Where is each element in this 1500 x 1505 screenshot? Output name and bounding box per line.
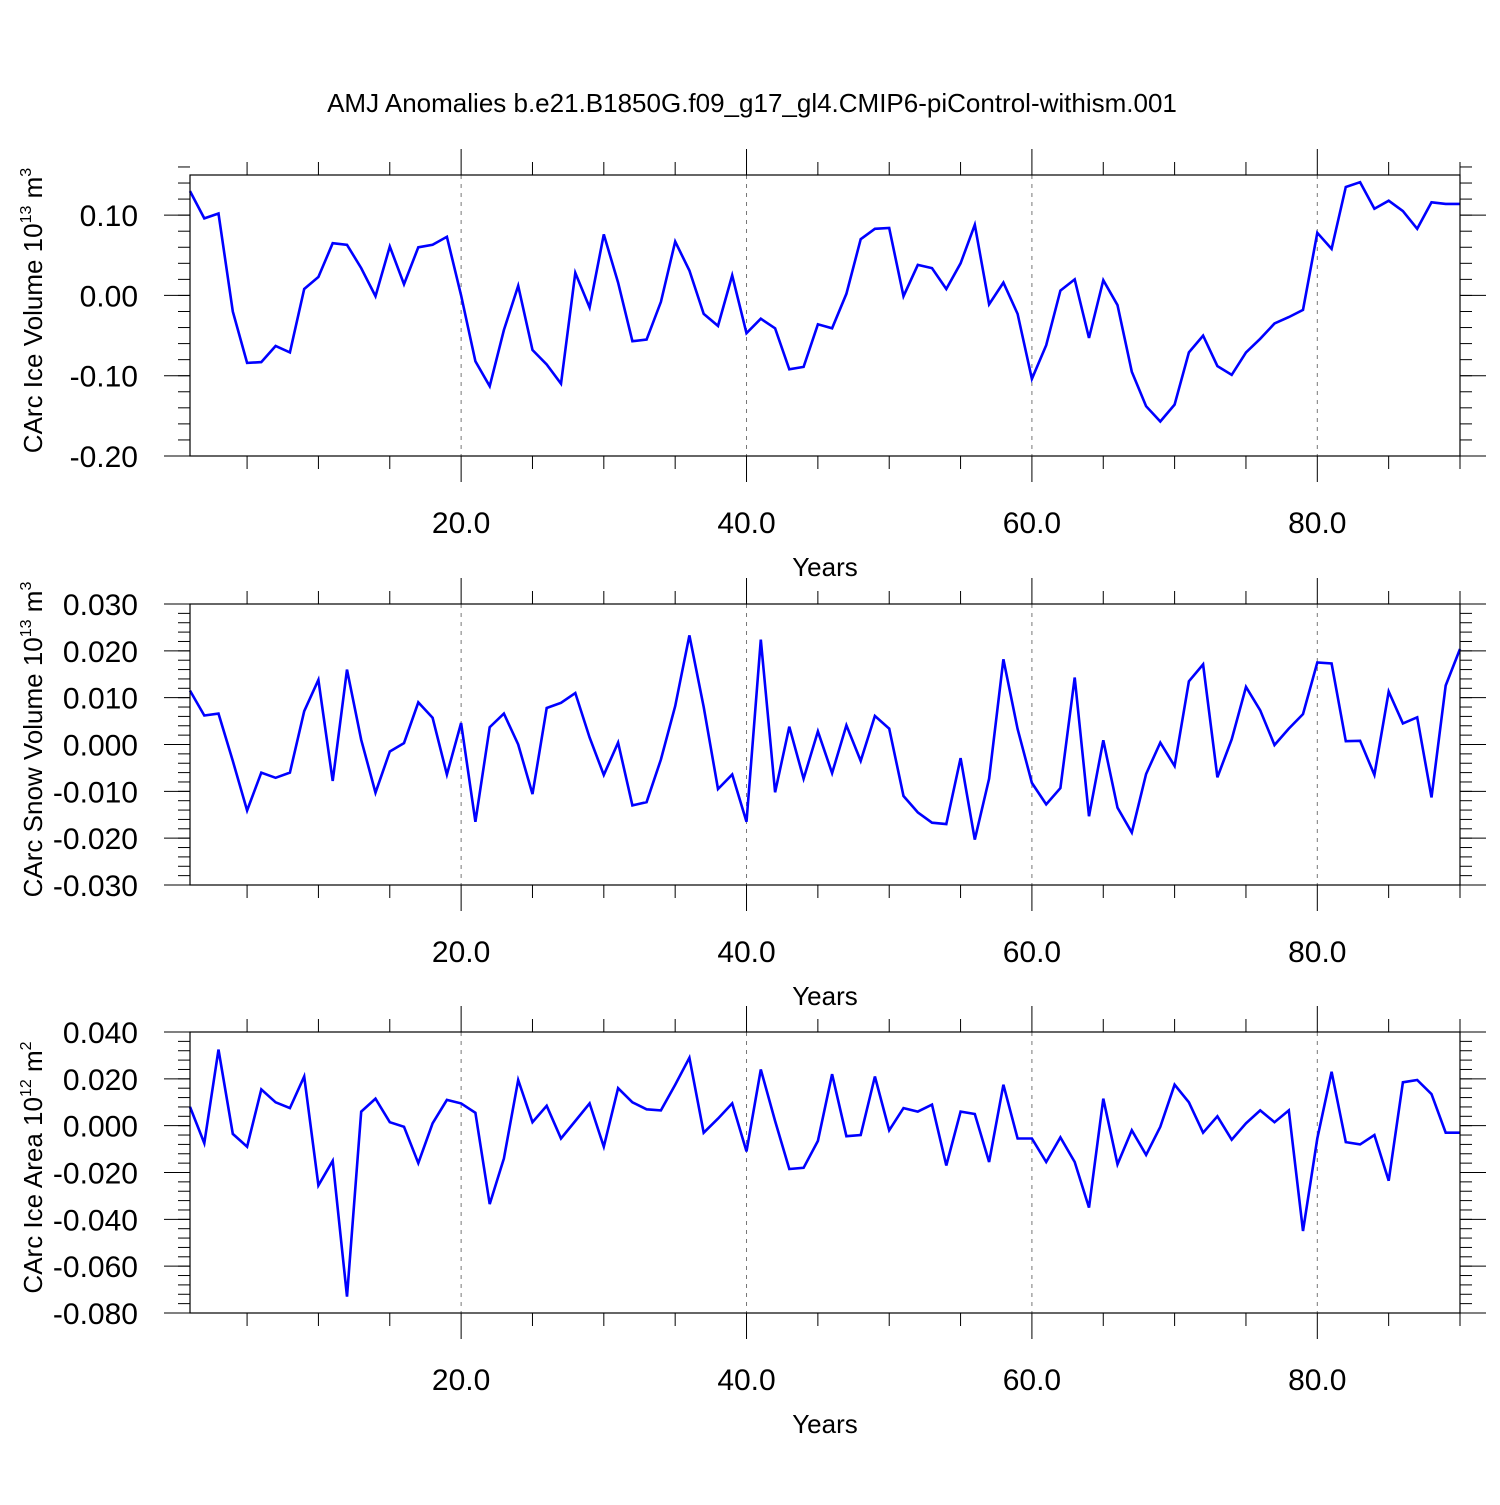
x-tick-label: 40.0: [717, 936, 775, 969]
chart-title: AMJ Anomalies b.e21.B1850G.f09_g17_gl4.C…: [327, 88, 1177, 118]
x-tick-label: 60.0: [1003, 507, 1061, 540]
y-tick-label: 0.020: [63, 1064, 138, 1097]
y-axis-label: CArc Ice Area 1012 m2: [18, 1041, 48, 1293]
plot-frame: [189, 603, 1461, 886]
y-tick-label: 0.00: [80, 280, 138, 313]
y-tick-label: -0.20: [70, 441, 138, 474]
y-tick-label: 0.030: [63, 589, 138, 622]
x-axis-label: Years: [792, 1409, 858, 1439]
data-series-line: [188, 180, 1460, 424]
x-tick-label: 60.0: [1003, 1364, 1061, 1397]
x-tick-label: 40.0: [717, 507, 775, 540]
panel-1: -0.20 -0.10 0.00 0.10 20.0 40.0 60.0 80.0 Years C…: [18, 149, 1486, 582]
y-tick-label: -0.020: [53, 1158, 138, 1191]
y-tick-label: -0.080: [53, 1298, 138, 1331]
x-tick-label: 20.0: [432, 507, 490, 540]
y-axis-label: CArc Ice Volume 1013 m3: [18, 168, 48, 453]
y-tick-label: -0.020: [53, 823, 138, 856]
y-tick-label: 0.040: [63, 1017, 138, 1050]
y-tick-label: 0.010: [63, 683, 138, 716]
y-tick-label: -0.010: [53, 776, 138, 809]
plot-frame: [189, 1031, 1461, 1314]
chart-panels: -0.20 -0.10 0.00 0.10 20.0 40.0 60.0 80.0 Years C…: [18, 149, 1486, 1439]
panel-2: -0.030 -0.020 -0.010 0.000 0.010 0.020 0.030 20…: [18, 578, 1486, 1011]
x-tick-label: 80.0: [1288, 936, 1346, 969]
panel-3: -0.080 -0.060 -0.040 -0.020 0.000 0.020 0.040 2…: [18, 1006, 1486, 1439]
y-axis-label: CArc Snow Volume 1013 m3: [18, 582, 48, 898]
x-tick-label: 20.0: [432, 1364, 490, 1397]
plot-frame: [189, 174, 1461, 457]
x-tick-label: 20.0: [432, 936, 490, 969]
y-tick-label: 0.000: [63, 730, 138, 763]
x-tick-label: 80.0: [1288, 1364, 1346, 1397]
y-tick-label: -0.040: [53, 1204, 138, 1237]
y-tick-label: 0.020: [63, 636, 138, 669]
y-tick-label: -0.10: [70, 361, 138, 394]
x-tick-label: 40.0: [717, 1364, 775, 1397]
x-axis-label: Years: [792, 552, 858, 582]
data-series-line: [188, 635, 1462, 840]
x-tick-label: 80.0: [1288, 507, 1346, 540]
x-tick-label: 60.0: [1003, 936, 1061, 969]
y-tick-label: -0.030: [53, 870, 138, 903]
y-tick-label: 0.10: [80, 200, 138, 233]
y-tick-label: -0.060: [53, 1251, 138, 1284]
y-tick-label: 0.000: [63, 1111, 138, 1144]
data-series-line: [188, 1049, 1460, 1297]
x-axis-label: Years: [792, 981, 858, 1011]
